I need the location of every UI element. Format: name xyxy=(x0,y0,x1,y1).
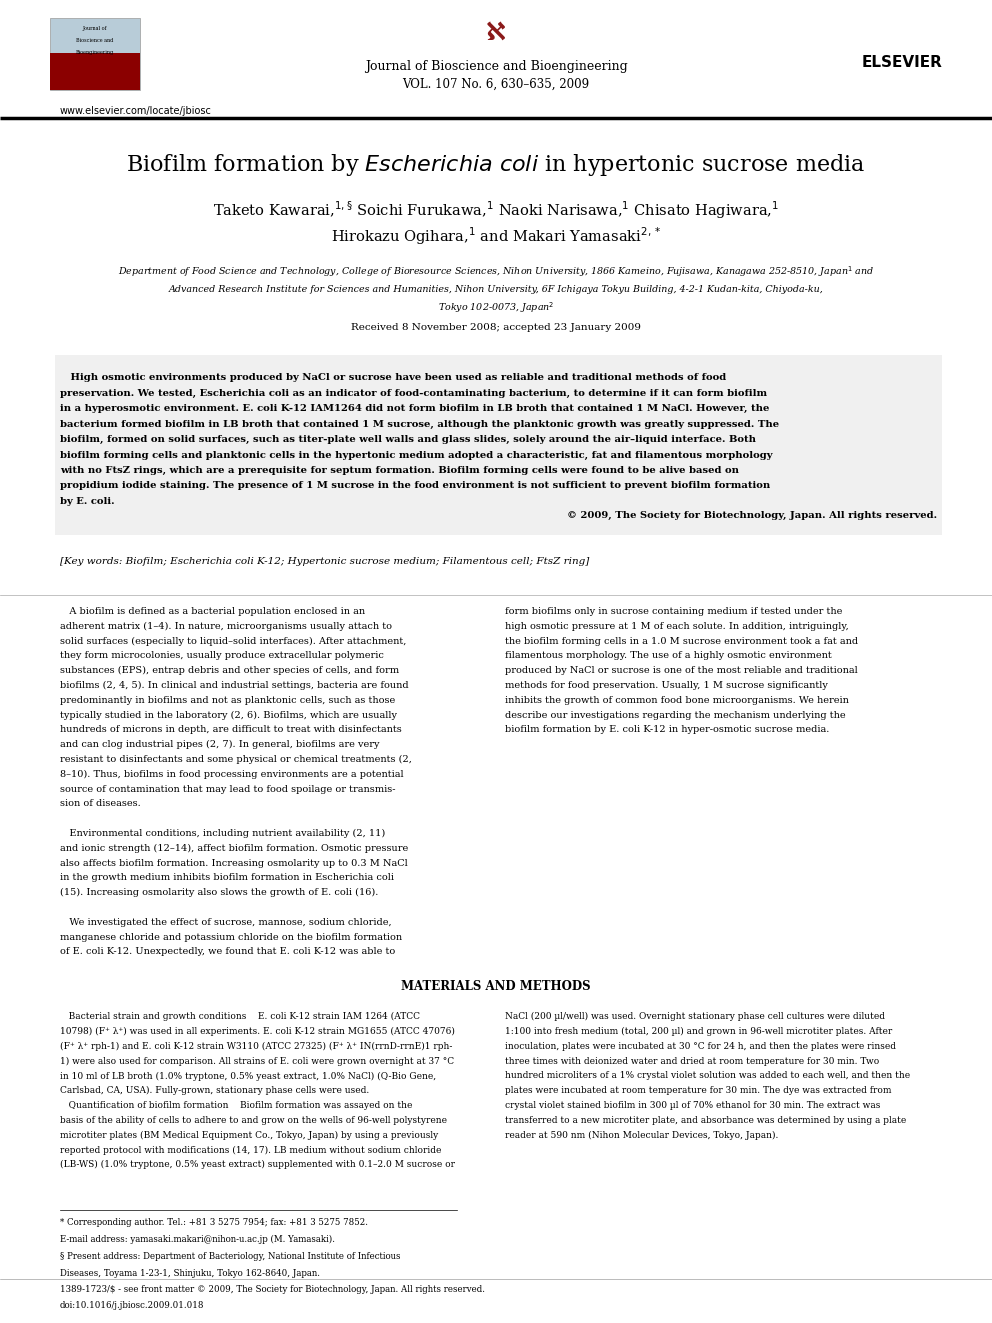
Text: reader at 590 nm (Nihon Molecular Devices, Tokyo, Japan).: reader at 590 nm (Nihon Molecular Device… xyxy=(505,1131,779,1139)
Text: bacterium formed biofilm in LB broth that contained 1 M sucrose, although the pl: bacterium formed biofilm in LB broth tha… xyxy=(60,419,779,429)
Text: sion of diseases.: sion of diseases. xyxy=(60,799,141,808)
Text: resistant to disinfectants and some physical or chemical treatments (2,: resistant to disinfectants and some phys… xyxy=(60,755,412,765)
Text: High osmotic environments produced by NaCl or sucrose have been used as reliable: High osmotic environments produced by Na… xyxy=(60,373,726,382)
Text: predominantly in biofilms and not as planktonic cells, such as those: predominantly in biofilms and not as pla… xyxy=(60,696,395,705)
Text: propidium iodide staining. The presence of 1 M sucrose in the food environment i: propidium iodide staining. The presence … xyxy=(60,482,770,491)
Text: hundreds of microns in depth, are difficult to treat with disinfectants: hundreds of microns in depth, are diffic… xyxy=(60,725,402,734)
Text: with no FtsZ rings, which are a prerequisite for septum formation. Biofilm formi: with no FtsZ rings, which are a prerequi… xyxy=(60,466,739,475)
Text: Bacterial strain and growth conditions    E. coli K-12 strain IAM 1264 (ATCC: Bacterial strain and growth conditions E… xyxy=(60,1012,420,1021)
Text: 1:100 into fresh medium (total, 200 µl) and grown in 96-well microtiter plates. : 1:100 into fresh medium (total, 200 µl) … xyxy=(505,1027,892,1036)
Text: solid surfaces (especially to liquid–solid interfaces). After attachment,: solid surfaces (especially to liquid–sol… xyxy=(60,636,407,646)
Text: manganese chloride and potassium chloride on the biofilm formation: manganese chloride and potassium chlorid… xyxy=(60,933,402,942)
Text: § Present address: Department of Bacteriology, National Institute of Infectious: § Present address: Department of Bacteri… xyxy=(60,1252,401,1261)
Text: form biofilms only in sucrose containing medium if tested under the: form biofilms only in sucrose containing… xyxy=(505,607,842,617)
Text: Bioscience and: Bioscience and xyxy=(76,38,114,44)
Text: methods for food preservation. Usually, 1 M sucrose significantly: methods for food preservation. Usually, … xyxy=(505,681,828,691)
Text: filamentous morphology. The use of a highly osmotic environment: filamentous morphology. The use of a hig… xyxy=(505,651,831,660)
Text: MATERIALS AND METHODS: MATERIALS AND METHODS xyxy=(401,980,591,994)
Text: Quantification of biofilm formation    Biofilm formation was assayed on the: Quantification of biofilm formation Biof… xyxy=(60,1101,413,1110)
Bar xyxy=(50,19,140,90)
Text: biofilm forming cells and planktonic cells in the hypertonic medium adopted a ch: biofilm forming cells and planktonic cel… xyxy=(60,451,773,459)
Text: biofilm formation by E. coli K-12 in hyper-osmotic sucrose media.: biofilm formation by E. coli K-12 in hyp… xyxy=(505,725,829,734)
Text: describe our investigations regarding the mechanism underlying the: describe our investigations regarding th… xyxy=(505,710,845,720)
Text: VOL. 107 No. 6, 630–635, 2009: VOL. 107 No. 6, 630–635, 2009 xyxy=(403,78,589,91)
Text: Journal of Bioscience and Bioengineering: Journal of Bioscience and Bioengineering xyxy=(365,60,627,73)
Text: also affects biofilm formation. Increasing osmolarity up to 0.3 M NaCl: also affects biofilm formation. Increasi… xyxy=(60,859,408,868)
Text: and can clog industrial pipes (2, 7). In general, biofilms are very: and can clog industrial pipes (2, 7). In… xyxy=(60,740,380,749)
Text: inhibits the growth of common food bone microorganisms. We herein: inhibits the growth of common food bone … xyxy=(505,696,849,705)
Text: Diseases, Toyama 1-23-1, Shinjuku, Tokyo 162-8640, Japan.: Diseases, Toyama 1-23-1, Shinjuku, Tokyo… xyxy=(60,1269,320,1278)
Text: (F⁺ λ⁺ rph-1) and E. coli K-12 strain W3110 (ATCC 27325) (F⁺ λ⁺ IN(rrnD-rrnE)1 r: (F⁺ λ⁺ rph-1) and E. coli K-12 strain W3… xyxy=(60,1041,452,1050)
Text: (15). Increasing osmolarity also slows the growth of E. coli (16).: (15). Increasing osmolarity also slows t… xyxy=(60,888,378,897)
Text: Carlsbad, CA, USA). Fully-grown, stationary phase cells were used.: Carlsbad, CA, USA). Fully-grown, station… xyxy=(60,1086,369,1095)
Text: in the growth medium inhibits biofilm formation in Escherichia coli: in the growth medium inhibits biofilm fo… xyxy=(60,873,394,882)
Text: microtiter plates (BM Medical Equipment Co., Tokyo, Japan) by using a previously: microtiter plates (BM Medical Equipment … xyxy=(60,1131,438,1139)
Text: high osmotic pressure at 1 M of each solute. In addition, intriguingly,: high osmotic pressure at 1 M of each sol… xyxy=(505,622,849,631)
Text: the biofilm forming cells in a 1.0 M sucrose environment took a fat and: the biofilm forming cells in a 1.0 M suc… xyxy=(505,636,858,646)
Text: transferred to a new microtiter plate, and absorbance was determined by using a : transferred to a new microtiter plate, a… xyxy=(505,1115,907,1125)
Text: of E. coli K-12. Unexpectedly, we found that E. coli K-12 was able to: of E. coli K-12. Unexpectedly, we found … xyxy=(60,947,395,957)
Text: inoculation, plates were incubated at 30 °C for 24 h, and then the plates were r: inoculation, plates were incubated at 30… xyxy=(505,1041,896,1050)
Text: crystal violet stained biofilm in 300 µl of 70% ethanol for 30 min. The extract : crystal violet stained biofilm in 300 µl… xyxy=(505,1101,880,1110)
Text: www.elsevier.com/locate/jbiosc: www.elsevier.com/locate/jbiosc xyxy=(60,106,212,116)
Text: 1389-1723/$ - see front matter © 2009, The Society for Biotechnology, Japan. All: 1389-1723/$ - see front matter © 2009, T… xyxy=(60,1285,485,1294)
Text: Advanced Research Institute for Sciences and Humanities, Nihon University, 6F Ic: Advanced Research Institute for Sciences… xyxy=(169,286,823,295)
Text: 1) were also used for comparison. All strains of E. coli were grown overnight at: 1) were also used for comparison. All st… xyxy=(60,1057,454,1066)
Text: 8–10). Thus, biofilms in food processing environments are a potential: 8–10). Thus, biofilms in food processing… xyxy=(60,770,404,779)
Text: Bioengineering: Bioengineering xyxy=(75,50,114,56)
Text: biofilm, formed on solid surfaces, such as titer-plate well walls and glass slid: biofilm, formed on solid surfaces, such … xyxy=(60,435,756,445)
Text: E-mail address: yamasaki.makari@nihon-u.ac.jp (M. Yamasaki).: E-mail address: yamasaki.makari@nihon-u.… xyxy=(60,1234,335,1244)
Text: reported protocol with modifications (14, 17). LB medium without sodium chloride: reported protocol with modifications (14… xyxy=(60,1146,441,1155)
Text: biofilms (2, 4, 5). In clinical and industrial settings, bacteria are found: biofilms (2, 4, 5). In clinical and indu… xyxy=(60,681,409,691)
Text: they form microcolonies, usually produce extracellular polymeric: they form microcolonies, usually produce… xyxy=(60,651,384,660)
Text: by E. coli.: by E. coli. xyxy=(60,497,115,505)
Text: plates were incubated at room temperature for 30 min. The dye was extracted from: plates were incubated at room temperatur… xyxy=(505,1086,892,1095)
Bar xyxy=(50,53,140,90)
Text: in a hyperosmotic environment. E. coli K-12 IAM1264 did not form biofilm in LB b: in a hyperosmotic environment. E. coli K… xyxy=(60,404,770,413)
Text: substances (EPS), entrap debris and other species of cells, and form: substances (EPS), entrap debris and othe… xyxy=(60,667,399,675)
Text: adherent matrix (1–4). In nature, microorganisms usually attach to: adherent matrix (1–4). In nature, microo… xyxy=(60,622,392,631)
Text: Department of Food Science and Technology, College of Bioresource Sciences, Niho: Department of Food Science and Technolog… xyxy=(118,265,874,279)
Text: Environmental conditions, including nutrient availability (2, 11): Environmental conditions, including nutr… xyxy=(60,830,385,839)
Text: We investigated the effect of sucrose, mannose, sodium chloride,: We investigated the effect of sucrose, m… xyxy=(60,918,392,927)
Text: (LB-WS) (1.0% tryptone, 0.5% yeast extract) supplemented with 0.1–2.0 M sucrose : (LB-WS) (1.0% tryptone, 0.5% yeast extra… xyxy=(60,1160,455,1170)
Text: Hirokazu Ogihara,$^{1}$ and Makari Yamasaki$^{2,*}$: Hirokazu Ogihara,$^{1}$ and Makari Yamas… xyxy=(331,225,661,247)
Text: Journal of: Journal of xyxy=(82,26,107,30)
Text: NaCl (200 µl/well) was used. Overnight stationary phase cell cultures were dilut: NaCl (200 µl/well) was used. Overnight s… xyxy=(505,1012,885,1021)
Text: preservation. We tested, Escherichia coli as an indicator of food-contaminating : preservation. We tested, Escherichia col… xyxy=(60,389,767,397)
Text: three times with deionized water and dried at room temperature for 30 min. Two: three times with deionized water and dri… xyxy=(505,1057,879,1065)
Text: typically studied in the laboratory (2, 6). Biofilms, which are usually: typically studied in the laboratory (2, … xyxy=(60,710,397,720)
Text: Tokyo 102-0073, Japan$^{2}$: Tokyo 102-0073, Japan$^{2}$ xyxy=(437,300,555,315)
Bar xyxy=(55,355,942,534)
Text: * Corresponding author. Tel.: +81 3 5275 7954; fax: +81 3 5275 7852.: * Corresponding author. Tel.: +81 3 5275… xyxy=(60,1218,368,1226)
Text: produced by NaCl or sucrose is one of the most reliable and traditional: produced by NaCl or sucrose is one of th… xyxy=(505,667,858,675)
Text: Taketo Kawarai,$^{1,\S}$ Soichi Furukawa,$^{1}$ Naoki Narisawa,$^{1}$ Chisato Ha: Taketo Kawarai,$^{1,\S}$ Soichi Furukawa… xyxy=(213,200,779,221)
Text: source of contamination that may lead to food spoilage or transmis-: source of contamination that may lead to… xyxy=(60,785,396,794)
Text: ELSEVIER: ELSEVIER xyxy=(861,56,942,70)
Text: © 2009, The Society for Biotechnology, Japan. All rights reserved.: © 2009, The Society for Biotechnology, J… xyxy=(566,511,937,520)
Text: hundred microliters of a 1% crystal violet solution was added to each well, and : hundred microliters of a 1% crystal viol… xyxy=(505,1072,910,1081)
Text: basis of the ability of cells to adhere to and grow on the wells of 96-well poly: basis of the ability of cells to adhere … xyxy=(60,1115,447,1125)
Text: Received 8 November 2008; accepted 23 January 2009: Received 8 November 2008; accepted 23 Ja… xyxy=(351,324,641,332)
Text: $\mathbf{\aleph}$: $\mathbf{\aleph}$ xyxy=(485,22,507,45)
Text: [Key words: Biofilm; Escherichia coli K-12; Hypertonic sucrose medium; Filamento: [Key words: Biofilm; Escherichia coli K-… xyxy=(60,557,589,566)
Text: in 10 ml of LB broth (1.0% tryptone, 0.5% yeast extract, 1.0% NaCl) (Q-Bio Gene,: in 10 ml of LB broth (1.0% tryptone, 0.5… xyxy=(60,1072,436,1081)
Text: Biofilm formation by $\mathit{Escherichia}$ $\mathit{coli}$ in hypertonic sucros: Biofilm formation by $\mathit{Escherichi… xyxy=(126,152,866,179)
Text: and ionic strength (12–14), affect biofilm formation. Osmotic pressure: and ionic strength (12–14), affect biofi… xyxy=(60,844,409,853)
Text: 10798) (F⁺ λ⁺) was used in all experiments. E. coli K-12 strain MG1655 (ATCC 470: 10798) (F⁺ λ⁺) was used in all experimen… xyxy=(60,1027,455,1036)
Text: A biofilm is defined as a bacterial population enclosed in an: A biofilm is defined as a bacterial popu… xyxy=(60,607,365,617)
Text: doi:10.1016/j.jbiosc.2009.01.018: doi:10.1016/j.jbiosc.2009.01.018 xyxy=(60,1301,204,1310)
